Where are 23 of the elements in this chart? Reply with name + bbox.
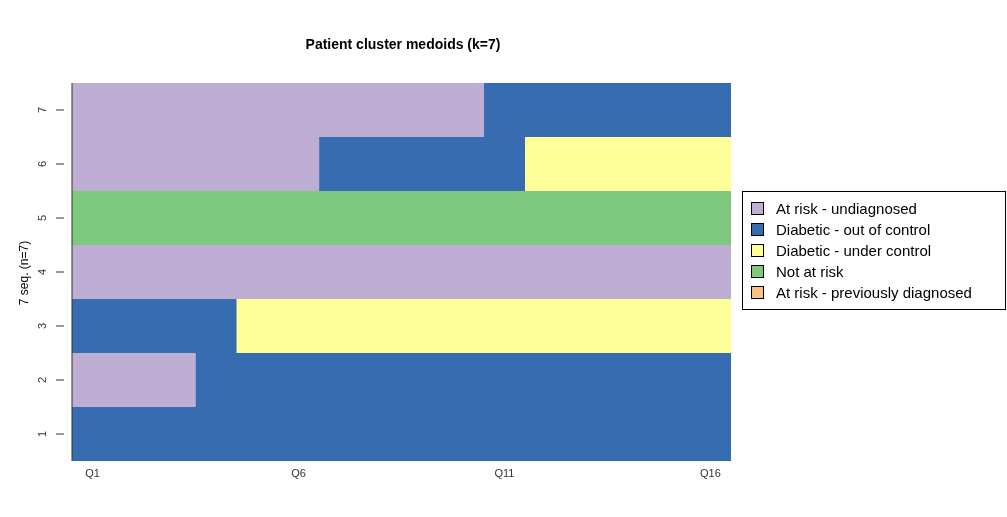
bar	[236, 299, 731, 353]
text: Q16	[699, 467, 722, 479]
y-tick-label: 4	[36, 268, 48, 276]
y-tick-label: 3	[36, 322, 48, 330]
text: Q11	[493, 467, 516, 479]
y-tick-label: 7	[36, 106, 48, 114]
y-tick-label: 6	[36, 160, 48, 168]
bar	[525, 137, 731, 191]
y-tick-label: 2	[36, 376, 48, 384]
legend-label: Diabetic - under control	[776, 241, 932, 261]
y-tick-label: 5	[36, 214, 48, 222]
legend-label: At risk - undiagnosed	[776, 199, 917, 219]
y-axis-title: 7 seq. (n=7)	[17, 239, 31, 308]
bar	[72, 245, 731, 299]
bar	[72, 191, 731, 245]
chart-title: Patient cluster medoids (k=7)	[304, 36, 502, 52]
legend-label: At risk - previously diagnosed	[776, 283, 972, 303]
text: Q1	[84, 467, 101, 479]
y-tick-label: 1	[36, 430, 48, 438]
bar	[72, 353, 196, 407]
text: Q6	[290, 467, 307, 479]
text: Diabetic - out of control	[776, 220, 931, 240]
legend-label: Not at risk	[776, 262, 844, 282]
